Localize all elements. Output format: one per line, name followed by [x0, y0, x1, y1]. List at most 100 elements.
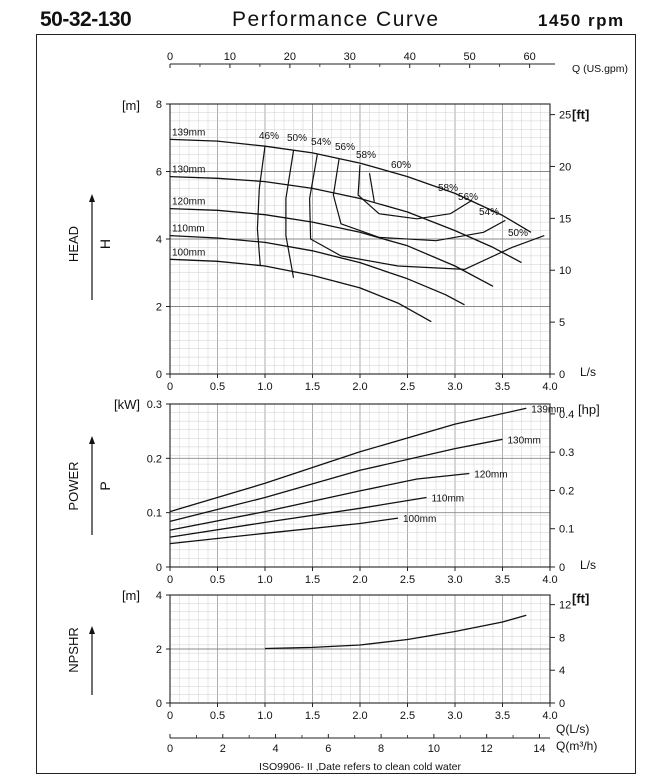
efficiency-curve-58pct	[357, 164, 473, 220]
usgpm-tick-label: 10	[224, 51, 236, 63]
power-diameter-label: 110mm	[432, 493, 465, 504]
head-diameter-label: 120mm	[172, 197, 205, 208]
flow-axis-label-m3h: Q(m³/h)	[556, 739, 597, 753]
efficiency-label-top: 50%	[287, 133, 307, 144]
usgpm-tick-label: 60	[523, 51, 535, 63]
head-flow-tick-label: 0	[167, 381, 173, 393]
m3h-tick-label: 4	[272, 743, 278, 755]
npshr-flow-tick-label: 0.5	[210, 710, 225, 722]
power-curve-120mm	[169, 472, 470, 531]
power-flow-tick-label: 3.5	[495, 574, 510, 586]
m3h-tick-label: 12	[481, 743, 493, 755]
head-diameter-label: 130mm	[172, 165, 205, 176]
power-right-tick-label: 0.4	[559, 409, 574, 421]
npshr-unit-right: [ft]	[572, 591, 589, 606]
efficiency-label-right: 58%	[438, 183, 458, 194]
head-curve-120mm	[169, 207, 494, 287]
head-curve-130mm	[169, 175, 522, 264]
power-left-tick-label: 0	[156, 562, 162, 574]
npshr-flow-tick-label: 4.0	[542, 710, 557, 722]
power-flow-tick-label: 1.5	[305, 574, 320, 586]
efficiency-label-top: 54%	[311, 137, 331, 148]
power-flow-tick-label: 0.5	[210, 574, 225, 586]
power-left-tick-label: 0.1	[147, 508, 162, 520]
efficiency-label-right: 54%	[479, 207, 499, 218]
head-curve-139mm	[169, 138, 532, 233]
efficiency-curve-46pct	[256, 146, 266, 267]
power-flow-tick-label: 1.0	[257, 574, 272, 586]
npshr-flow-tick-label: 2.5	[400, 710, 415, 722]
power-curve-130mm	[169, 438, 503, 523]
power-flow-tick-label: 3.0	[447, 574, 462, 586]
page-title: Performance Curve	[232, 8, 440, 31]
npshr-right-tick-label: 12	[559, 600, 571, 612]
head-diameter-label: 110mm	[172, 224, 205, 235]
head-unit-right: [ft]	[572, 107, 589, 122]
power-right-tick-label: 0.1	[559, 524, 574, 536]
head-right-tick-label: 25	[559, 110, 571, 122]
usgpm-axis-label: Q (US.gpm)	[572, 63, 628, 75]
head-left-tick-label: 2	[156, 302, 162, 314]
head-diameter-label: 100mm	[172, 247, 205, 258]
power-right-tick-label: 0	[559, 562, 565, 574]
power-curve-110mm	[169, 496, 427, 538]
npshr-curve	[264, 614, 527, 650]
head-flow-tick-label: 1.5	[305, 381, 320, 393]
head-right-tick-label: 5	[559, 317, 565, 329]
efficiency-label-top: 46%	[259, 131, 279, 142]
head-curve-110mm	[169, 234, 465, 306]
head-flow-unit: L/s	[580, 365, 596, 379]
npshr-axis-label: NPSHR	[66, 627, 81, 673]
head-diameter-label: 139mm	[172, 127, 205, 138]
npshr-flow-tick-label: 1.5	[305, 710, 320, 722]
usgpm-tick-label: 20	[284, 51, 296, 63]
m3h-tick-label: 8	[378, 743, 384, 755]
m3h-tick-label: 10	[428, 743, 440, 755]
efficiency-curve-50pct	[285, 150, 295, 278]
head-right-tick-label: 20	[559, 161, 571, 173]
npshr-left-tick-label: 2	[156, 644, 162, 656]
power-unit-right: [hp]	[578, 402, 600, 417]
speed-label: 1450 rpm	[538, 11, 625, 30]
power-right-tick-label: 0.2	[559, 485, 574, 497]
npshr-left-tick-label: 0	[156, 698, 162, 710]
head-flow-tick-label: 0.5	[210, 381, 225, 393]
head-right-tick-label: 10	[559, 265, 571, 277]
power-diameter-label: 120mm	[474, 470, 507, 481]
power-axis-label: POWER	[66, 461, 81, 510]
npshr-flow-tick-label: 0	[167, 710, 173, 722]
head-flow-tick-label: 4.0	[542, 381, 557, 393]
head-left-tick-label: 4	[156, 234, 162, 246]
power-right-tick-label: 0.3	[559, 447, 574, 459]
power-diameter-label: 100mm	[403, 514, 436, 525]
npshr-flow-tick-label: 3.5	[495, 710, 510, 722]
npshr-left-tick-label: 4	[156, 590, 162, 602]
npshr-flow-tick-label: 2.0	[352, 710, 367, 722]
power-axis-arrowhead	[89, 436, 95, 444]
efficiency-label-top: 56%	[335, 142, 355, 153]
head-left-tick-label: 0	[156, 369, 162, 381]
footnote: ISO9906- II ,Date refers to clean cold w…	[259, 761, 461, 773]
npshr-right-tick-label: 0	[559, 698, 565, 710]
npshr-flow-tick-label: 3.0	[447, 710, 462, 722]
m3h-tick-label: 2	[220, 743, 226, 755]
efficiency-curve-60pct	[368, 173, 375, 202]
power-diameter-label: 139mm	[531, 404, 564, 415]
m3h-tick-label: 14	[533, 743, 545, 755]
head-flow-tick-label: 3.5	[495, 381, 510, 393]
usgpm-tick-label: 0	[167, 51, 173, 63]
power-left-tick-label: 0.2	[147, 453, 162, 465]
npshr-flow-tick-label: 1.0	[257, 710, 272, 722]
usgpm-tick-label: 30	[344, 51, 356, 63]
head-axis-arrowhead	[89, 194, 95, 202]
power-flow-tick-label: 4.0	[542, 574, 557, 586]
efficiency-label-right: 50%	[508, 228, 528, 239]
npshr-unit-left: [m]	[122, 588, 140, 603]
model-number: 50-32-130	[40, 8, 132, 31]
head-right-tick-label: 0	[559, 369, 565, 381]
m3h-tick-label: 0	[167, 743, 173, 755]
head-left-tick-label: 6	[156, 167, 162, 179]
power-axis-symbol: P	[97, 481, 113, 490]
usgpm-tick-label: 50	[464, 51, 476, 63]
